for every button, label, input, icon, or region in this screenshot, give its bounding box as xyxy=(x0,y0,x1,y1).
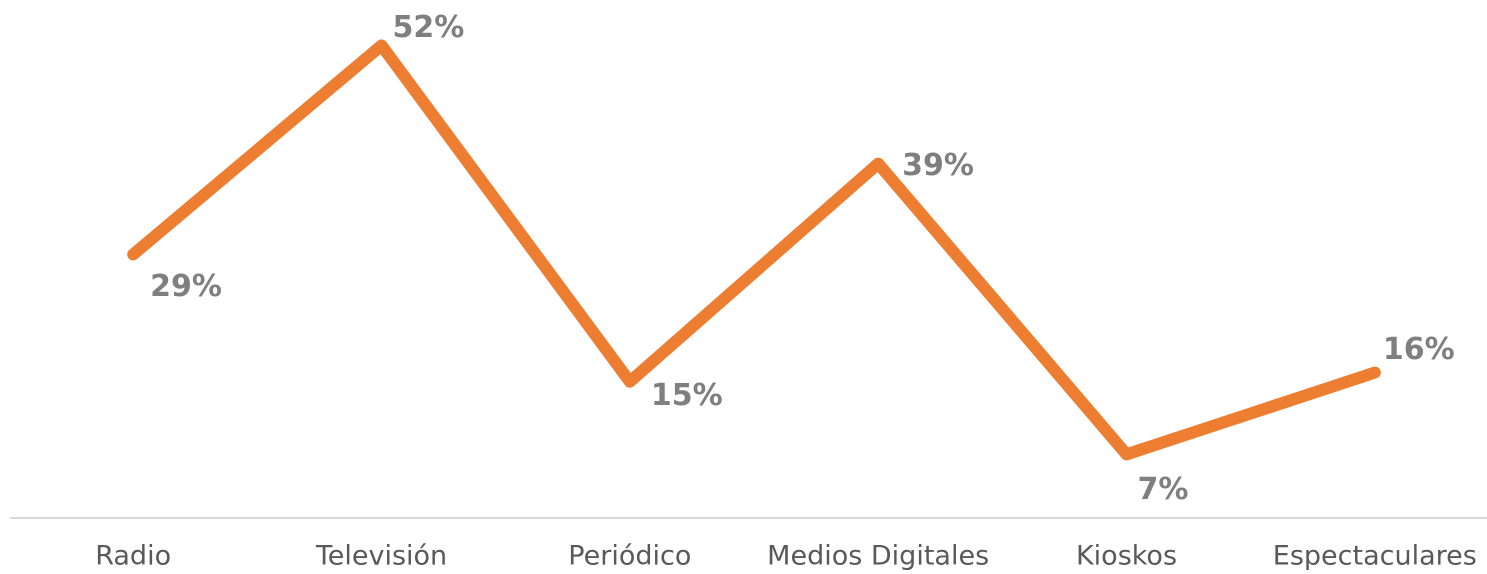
data-label: 15% xyxy=(651,378,723,413)
x-tick-label: Periódico xyxy=(568,541,691,572)
data-label: 29% xyxy=(150,269,222,304)
x-tick-label: Radio xyxy=(95,541,171,572)
x-tick-label: Medios Digitales xyxy=(767,541,989,572)
data-label: 52% xyxy=(393,10,465,45)
line xyxy=(127,39,1381,461)
data-label: 39% xyxy=(902,148,974,183)
x-tick-label: Espectaculares xyxy=(1273,541,1477,572)
data-label: 7% xyxy=(1138,472,1189,507)
x-tick-label: Kioskos xyxy=(1076,541,1177,572)
data-label: 16% xyxy=(1383,332,1455,367)
x-tick-label: Televisión xyxy=(315,541,447,572)
